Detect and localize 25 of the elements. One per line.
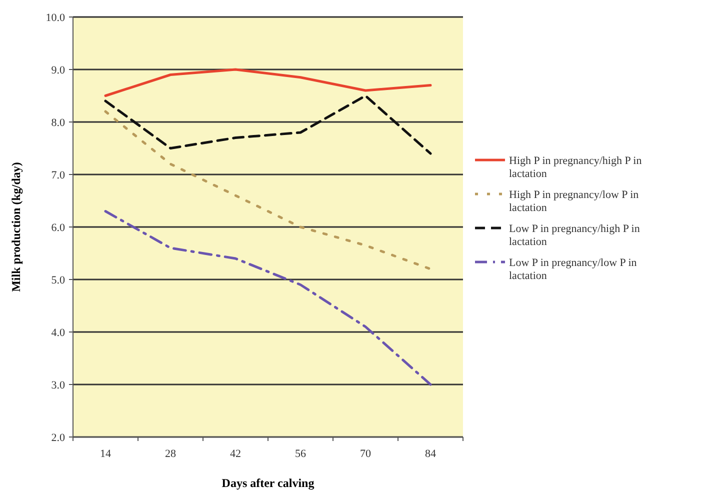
x-tick-label: 56 xyxy=(295,448,306,460)
legend-label: Low P in pregnancy/low P in lactation xyxy=(509,256,638,282)
y-tick-label: 10.0 xyxy=(46,12,66,24)
x-tick-label: 84 xyxy=(425,448,436,460)
y-axis-title: Milk production (kg/day) xyxy=(9,162,23,292)
y-tick-label: 3.0 xyxy=(51,379,66,392)
y-tick-label: 5.0 xyxy=(51,274,66,286)
line-series xyxy=(104,210,432,386)
x-tick-label: 28 xyxy=(165,448,176,460)
x-tick-label: 14 xyxy=(100,448,112,460)
legend-label: High P in pregnancy/high P in lactation xyxy=(509,154,642,180)
y-tick-label: 9.0 xyxy=(51,64,66,76)
line-series xyxy=(104,68,432,97)
x-tick-label: 42 xyxy=(230,448,241,460)
y-tick-label: 2.0 xyxy=(51,432,66,444)
line-series xyxy=(104,110,432,270)
x-axis-title: Days after calving xyxy=(222,476,314,490)
y-tick-label: 4.0 xyxy=(51,326,66,339)
y-tick-label: 6.0 xyxy=(51,222,66,234)
legend-label: Low P in pregnancy/high P in lactation xyxy=(509,222,640,248)
y-tick-label: 8.0 xyxy=(51,116,66,129)
y-tick-label: 7.0 xyxy=(51,169,66,182)
legend-label: High P in pregnancy/low P in lactation xyxy=(509,188,640,214)
x-tick-label: 70 xyxy=(360,448,372,460)
line-series xyxy=(104,94,432,155)
